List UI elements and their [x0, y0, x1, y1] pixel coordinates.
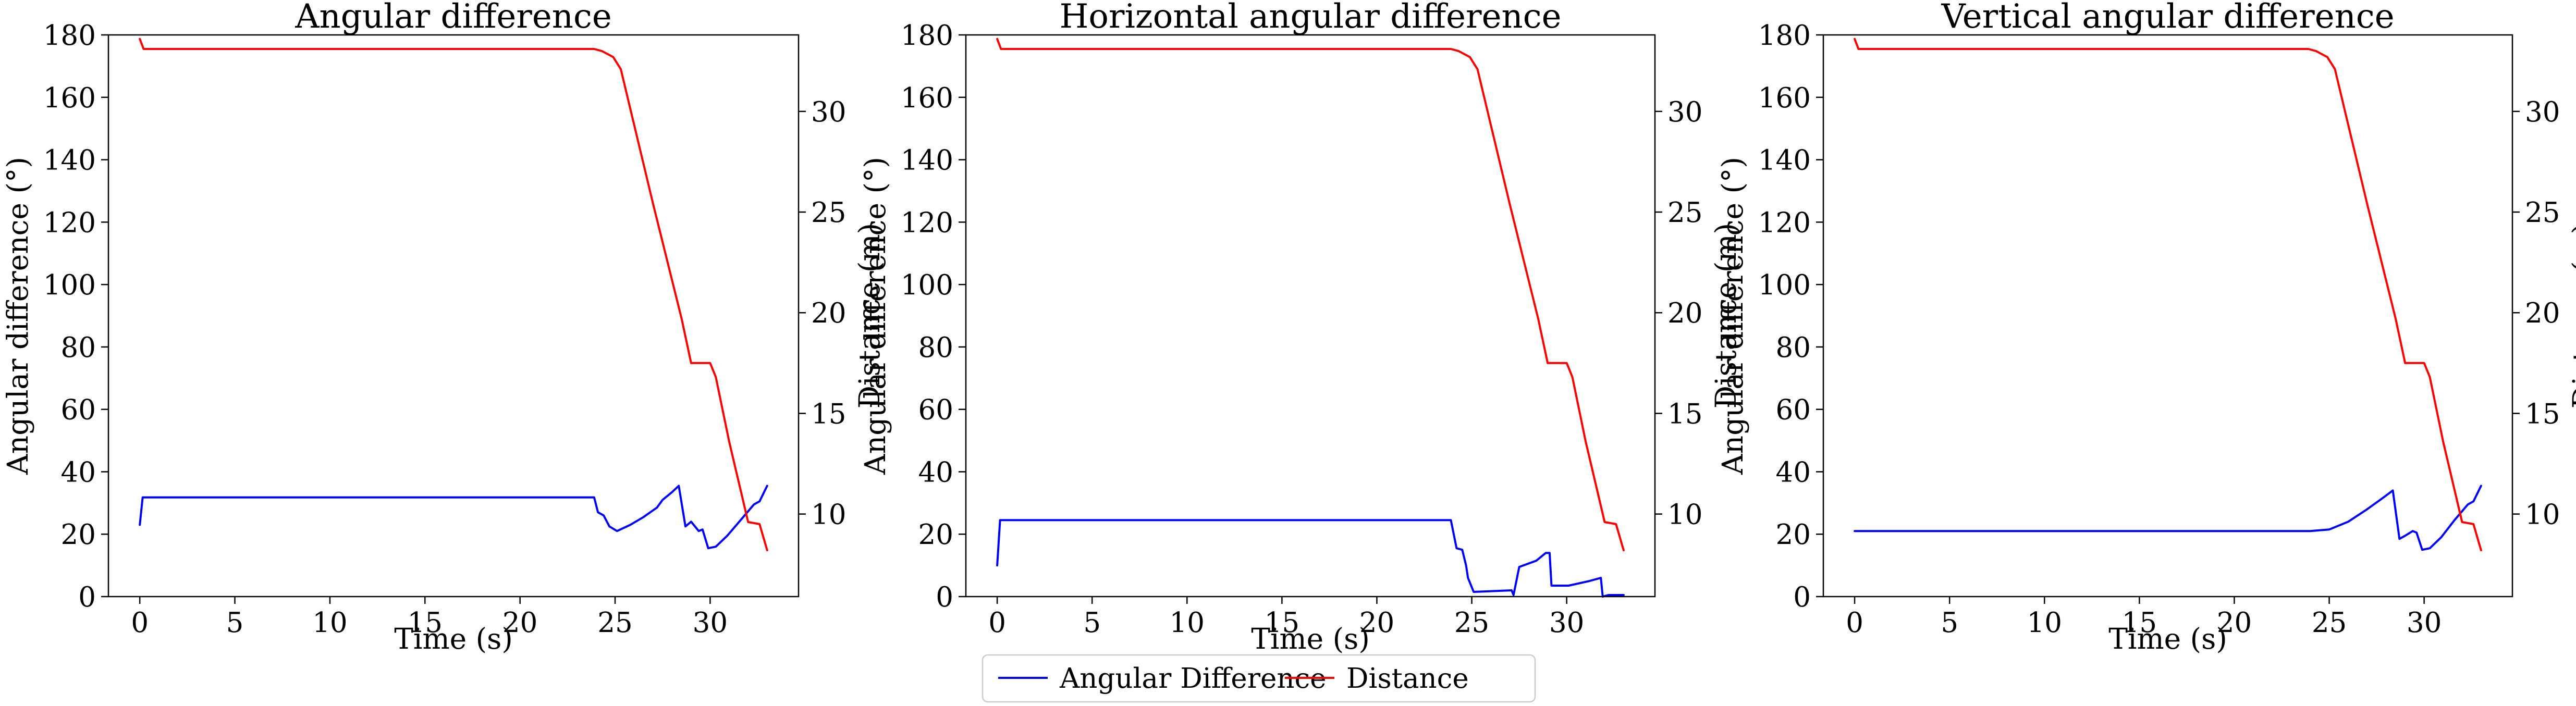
distance-series-line	[139, 38, 768, 552]
y2-tick-label: 30	[2525, 96, 2560, 128]
x-tick-label: 5	[1083, 607, 1101, 639]
chart-panel-1: 0 5 10 15 20 25 30 0 20 40 60 80 100 120 140 160 180 10 15…	[1, 0, 886, 655]
y-tick-label: 0	[78, 581, 96, 613]
x-tick-label: 0	[988, 607, 1006, 639]
x-tick-label: 5	[1941, 607, 1958, 639]
y-tick-label: 80	[1776, 332, 1811, 364]
x-tick-label: 20	[502, 607, 537, 639]
y-axis-label: Angular difference (°)	[1716, 157, 1749, 475]
x-tick-label: 15	[1265, 607, 1299, 639]
plot-frame	[107, 34, 800, 598]
y-tick-label: 60	[1776, 394, 1811, 426]
y-axis-label: Angular difference (°)	[858, 157, 892, 475]
y-tick-label: 40	[61, 456, 96, 488]
y-tick-label: 180	[901, 20, 953, 52]
x-tick-label: 15	[2122, 607, 2157, 639]
chart-panel-3: 0 5 10 15 20 25 30 0 20 40 60 80 100 120 140 160 180 10 15…	[1716, 0, 2576, 655]
y-tick-label: 160	[43, 82, 96, 114]
y2-tick-label: 30	[811, 96, 846, 128]
chart-title: Vertical angular difference	[1941, 0, 2394, 36]
x-tick-label: 25	[1454, 607, 1489, 639]
legend-label: Distance	[1346, 663, 1469, 695]
x-tick-label: 0	[131, 607, 149, 639]
x-tick-label: 10	[312, 607, 347, 639]
angular-difference-series-line	[139, 485, 768, 550]
y2-tick-label: 10	[811, 499, 846, 531]
angular-difference-series-line	[996, 519, 1625, 598]
y-tick-label: 20	[61, 519, 96, 551]
y-tick-label: 100	[43, 269, 96, 301]
y2-tick-label: 15	[811, 398, 846, 430]
y-axis-label: Angular difference (°)	[1, 157, 34, 475]
plot-frame	[1822, 34, 2513, 598]
y2-tick-label: 30	[1667, 96, 1702, 128]
y-tick-label: 140	[43, 145, 96, 177]
y-tick-label: 140	[1758, 145, 1811, 177]
y-tick-label: 80	[918, 332, 953, 364]
y-tick-label: 140	[901, 145, 953, 177]
y2-tick-label: 10	[1667, 499, 1702, 531]
y2-tick-label: 20	[811, 298, 846, 329]
y2-tick-label: 25	[2525, 197, 2560, 229]
x-tick-label: 10	[1170, 607, 1205, 639]
x-tick-label: 25	[597, 607, 632, 639]
y2-axis-label: Distance (m)	[853, 223, 886, 408]
y-tick-label: 120	[901, 207, 953, 239]
x-tick-label: 25	[2312, 607, 2347, 639]
panels: 0 5 10 15 20 25 300204060801001201401601801015…	[1, 0, 2576, 655]
legend-label: Angular Difference	[1059, 663, 1327, 695]
y-tick-label: 40	[1776, 456, 1811, 488]
plot-frame	[965, 34, 1656, 598]
y-tick-label: 60	[918, 394, 953, 426]
y-tick-label: 160	[901, 82, 953, 114]
x-tick-label: 0	[1846, 607, 1863, 639]
x-tick-label: 30	[693, 607, 728, 639]
chart-title: Angular difference	[295, 0, 611, 36]
legend-box	[982, 654, 1536, 703]
y-tick-label: 20	[918, 519, 953, 551]
y-tick-label: 100	[1758, 269, 1811, 301]
x-tick-label: 20	[1359, 607, 1394, 639]
x-tick-label: 30	[2407, 607, 2442, 639]
x-tick-label: 5	[226, 607, 244, 639]
chart-title: Horizontal angular difference	[1060, 0, 1562, 36]
x-tick-label: 20	[2217, 607, 2252, 639]
y-tick-label: 180	[43, 20, 96, 52]
y2-tick-label: 25	[811, 197, 846, 229]
x-tick-label: 15	[408, 607, 443, 639]
y-tick-label: 80	[61, 332, 96, 364]
y-tick-label: 0	[1793, 581, 1811, 613]
y2-tick-label: 25	[1667, 197, 1702, 229]
y-tick-label: 160	[1758, 82, 1811, 114]
distance-series-line	[1854, 38, 2482, 552]
y-tick-label: 40	[918, 456, 953, 488]
distance-series-line	[996, 38, 1625, 552]
y-tick-label: 120	[43, 207, 96, 239]
y-tick-label: 120	[1758, 207, 1811, 239]
y2-tick-label: 20	[2525, 298, 2560, 329]
y2-axis-label: Distance (m)	[1709, 223, 1743, 408]
y-tick-label: 60	[61, 394, 96, 426]
y2-tick-label: 15	[1667, 398, 1702, 430]
x-axis-label: Time (s)	[394, 622, 513, 655]
x-tick-label: 30	[1549, 607, 1584, 639]
y-tick-label: 20	[1776, 519, 1811, 551]
y-tick-label: 100	[901, 269, 953, 301]
x-axis-label: Time (s)	[1251, 622, 1370, 655]
y-tick-label: 0	[936, 581, 953, 613]
y2-axis-label: Distance (m)	[2567, 223, 2576, 408]
angular-difference-series-line	[1854, 485, 2482, 551]
x-axis-label: Time (s)	[2108, 622, 2227, 655]
x-tick-label: 10	[2027, 607, 2062, 639]
y2-tick-label: 15	[2525, 398, 2560, 430]
y-tick-label: 180	[1758, 20, 1811, 52]
legend: Angular Difference Distance	[982, 654, 1536, 703]
chart-panel-2: 0 5 10 15 20 25 30 0 20 40 60 80 100 120 140 160 180 10 15…	[858, 0, 1743, 655]
y2-tick-label: 20	[1667, 298, 1702, 329]
y2-tick-label: 10	[2525, 499, 2560, 531]
